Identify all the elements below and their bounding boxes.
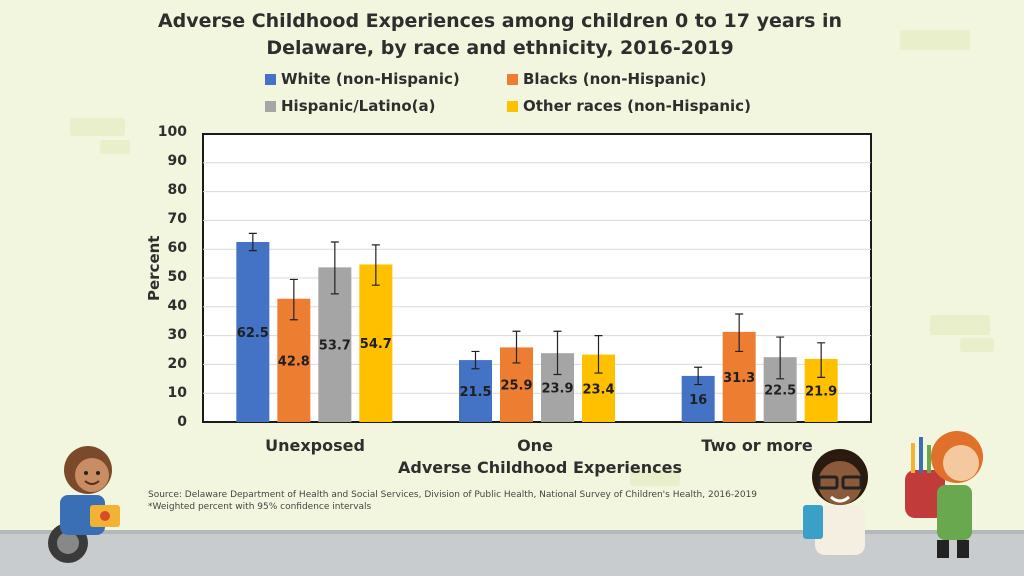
girl-wheelchair-illustration <box>48 446 120 563</box>
y-tick-label: 10 <box>167 385 187 401</box>
y-tick-label: 70 <box>167 211 187 227</box>
girl-backpack-illustration <box>905 431 983 558</box>
y-tick-label: 20 <box>167 356 187 372</box>
legend-swatch <box>507 101 518 112</box>
legend-item-hispanic: Hispanic/Latino(a) <box>265 97 435 115</box>
legend-item-blacks: Blacks (non-Hispanic) <box>507 70 707 88</box>
bar-data-label: 54.7 <box>360 337 392 352</box>
error-bar <box>594 335 603 374</box>
error-bar <box>248 232 257 252</box>
bar-data-label: 62.5 <box>237 326 269 341</box>
bar-0-0 <box>236 242 270 422</box>
error-bar <box>471 350 480 370</box>
y-tick-label: 100 <box>157 124 187 140</box>
gridlines <box>203 162 871 394</box>
bar-data-label: 16 <box>689 393 707 408</box>
source-note: Source: Delaware Department of Health an… <box>148 489 757 513</box>
bar-data-label: 21.9 <box>805 384 837 399</box>
bar-data-label: 23.4 <box>582 382 614 397</box>
error-bar <box>553 330 562 376</box>
boy-glasses-illustration <box>803 449 868 555</box>
y-tick-label: 40 <box>167 298 187 314</box>
legend-item-white: White (non-Hispanic) <box>265 70 460 88</box>
bar-data-label: 22.5 <box>764 384 796 399</box>
background-brick <box>900 30 970 50</box>
x-category-label: Two or more <box>701 436 813 455</box>
error-bar <box>735 313 744 353</box>
x-axis-label: Adverse Childhood Experiences <box>398 458 682 477</box>
background-brick <box>960 338 994 352</box>
bar-data-label: 42.8 <box>278 354 310 369</box>
source-text: Source: Delaware Department of Health an… <box>148 490 758 500</box>
y-tick-label: 0 <box>177 414 187 430</box>
bars: 62.5 42.8 53.7 54.7 21.5 25.9 23.9 23.4 16 31.3 22… <box>236 232 838 422</box>
legend-item-other: Other races (non-Hispanic) <box>507 97 751 115</box>
x-category-label: Unexposed <box>265 436 365 455</box>
legend-label: Other races (non-Hispanic) <box>523 97 751 115</box>
error-bar <box>512 330 521 364</box>
footnote-text: *Weighted percent with 95% confidence in… <box>148 502 372 512</box>
background-brick <box>100 140 130 154</box>
y-tick-label: 80 <box>167 182 187 198</box>
chart-title: Adverse Childhood Experiences among chil… <box>157 10 843 59</box>
background-brick <box>70 118 125 136</box>
bar-data-label: 23.9 <box>541 382 573 397</box>
bar-data-label: 53.7 <box>319 339 351 354</box>
legend-label: Blacks (non-Hispanic) <box>523 70 707 88</box>
bar-0-1 <box>459 360 492 422</box>
background-brick <box>930 315 990 335</box>
y-tick-label: 50 <box>167 269 187 285</box>
legend-swatch <box>507 74 518 85</box>
error-bar <box>289 278 298 321</box>
legend-label: Hispanic/Latino(a) <box>281 97 436 115</box>
bar-data-label: 31.3 <box>723 371 755 386</box>
x-category-label: One <box>517 436 553 455</box>
error-bar <box>776 336 785 380</box>
background-brick <box>630 470 680 486</box>
error-bar <box>371 244 380 286</box>
y-tick-label: 90 <box>167 153 187 169</box>
legend-swatch <box>265 101 276 112</box>
y-tick-label: 60 <box>167 240 187 256</box>
y-tick-label: 30 <box>167 327 187 343</box>
legend-swatch <box>265 74 276 85</box>
street-curb <box>0 530 1024 534</box>
bar-3-0 <box>359 264 393 422</box>
error-bar <box>330 241 339 295</box>
legend-label: White (non-Hispanic) <box>281 70 460 88</box>
bar-data-label: 25.9 <box>500 379 532 394</box>
error-bar <box>694 366 703 386</box>
bar-data-label: 21.5 <box>459 385 491 400</box>
error-bar <box>817 342 826 378</box>
